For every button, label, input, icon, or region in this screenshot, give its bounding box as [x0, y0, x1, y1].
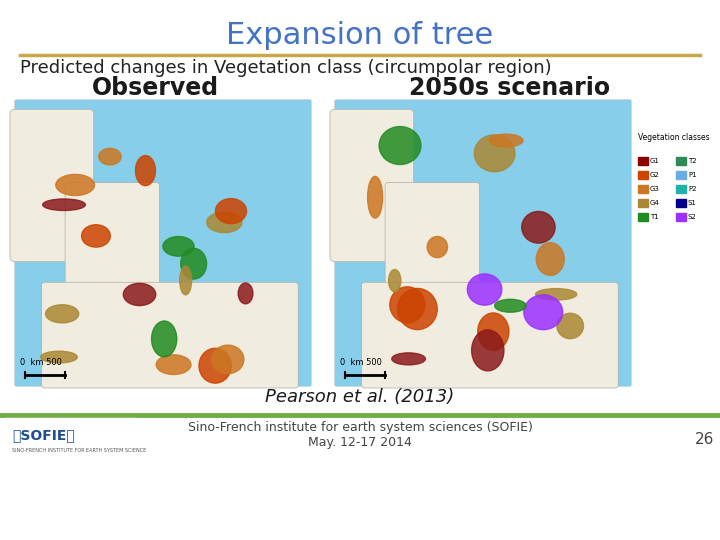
- Ellipse shape: [215, 199, 246, 224]
- Text: S2: S2: [688, 214, 697, 220]
- Ellipse shape: [495, 299, 526, 312]
- Ellipse shape: [181, 248, 207, 279]
- Bar: [335, 100, 630, 385]
- FancyBboxPatch shape: [65, 183, 160, 317]
- Ellipse shape: [477, 313, 509, 350]
- Text: 0  km 500: 0 km 500: [20, 358, 62, 367]
- Text: P2: P2: [688, 186, 696, 192]
- Text: Predicted changes in Vegetation class (circumpolar region): Predicted changes in Vegetation class (c…: [20, 59, 552, 77]
- Ellipse shape: [56, 174, 94, 195]
- FancyBboxPatch shape: [15, 100, 310, 385]
- Text: Expansion of tree: Expansion of tree: [226, 21, 494, 50]
- Ellipse shape: [389, 269, 401, 292]
- FancyBboxPatch shape: [330, 109, 414, 262]
- Ellipse shape: [536, 242, 564, 275]
- Ellipse shape: [45, 305, 78, 323]
- Text: G2: G2: [650, 172, 660, 178]
- Ellipse shape: [397, 288, 437, 329]
- Bar: [676, 157, 686, 165]
- Ellipse shape: [467, 274, 502, 305]
- Text: G4: G4: [650, 200, 660, 206]
- Ellipse shape: [156, 355, 191, 375]
- Bar: [638, 171, 648, 179]
- Text: Pearson et al. (2013): Pearson et al. (2013): [266, 388, 454, 406]
- Ellipse shape: [368, 177, 382, 218]
- Ellipse shape: [41, 351, 77, 363]
- Ellipse shape: [81, 225, 110, 247]
- Ellipse shape: [163, 237, 194, 256]
- Text: 26: 26: [696, 431, 715, 447]
- Text: Sino-French institute for earth system sciences (SOFIE)
May. 12-17 2014: Sino-French institute for earth system s…: [188, 421, 532, 449]
- Text: Vegetation classes: Vegetation classes: [638, 133, 710, 142]
- Text: S1: S1: [688, 200, 697, 206]
- FancyBboxPatch shape: [42, 282, 298, 388]
- FancyBboxPatch shape: [10, 109, 94, 262]
- Text: 0  km 500: 0 km 500: [340, 358, 382, 367]
- Ellipse shape: [135, 156, 156, 186]
- Ellipse shape: [379, 126, 421, 165]
- Text: T1: T1: [650, 214, 659, 220]
- Text: T2: T2: [688, 158, 697, 164]
- Text: Observed: Observed: [91, 76, 219, 100]
- Ellipse shape: [199, 348, 231, 383]
- Ellipse shape: [42, 199, 86, 211]
- Ellipse shape: [151, 321, 177, 357]
- Ellipse shape: [123, 284, 156, 306]
- Ellipse shape: [522, 212, 555, 243]
- FancyBboxPatch shape: [385, 183, 480, 317]
- Bar: [638, 213, 648, 221]
- Ellipse shape: [427, 237, 448, 258]
- FancyBboxPatch shape: [361, 282, 618, 388]
- Bar: [5, 418, 135, 460]
- Bar: [676, 213, 686, 221]
- Ellipse shape: [474, 135, 515, 172]
- Text: 🌟SOFIE🦁: 🌟SOFIE🦁: [12, 428, 75, 442]
- Text: G3: G3: [650, 186, 660, 192]
- Ellipse shape: [472, 330, 504, 371]
- Ellipse shape: [390, 287, 425, 323]
- Ellipse shape: [207, 212, 242, 233]
- Ellipse shape: [536, 288, 577, 300]
- Bar: [638, 199, 648, 207]
- Ellipse shape: [180, 266, 192, 295]
- Bar: [638, 157, 648, 165]
- Bar: [15, 100, 310, 385]
- Text: SINO-FRENCH INSTITUTE FOR EARTH SYSTEM SCIENCE: SINO-FRENCH INSTITUTE FOR EARTH SYSTEM S…: [12, 448, 146, 453]
- Text: G1: G1: [650, 158, 660, 164]
- Ellipse shape: [212, 345, 244, 374]
- FancyBboxPatch shape: [335, 100, 630, 385]
- Ellipse shape: [557, 313, 583, 339]
- Bar: [676, 171, 686, 179]
- Bar: [676, 199, 686, 207]
- Bar: [638, 185, 648, 193]
- Ellipse shape: [238, 283, 253, 304]
- Ellipse shape: [99, 148, 121, 165]
- Text: P1: P1: [688, 172, 697, 178]
- Ellipse shape: [392, 353, 426, 365]
- Bar: [676, 185, 686, 193]
- Ellipse shape: [524, 295, 563, 329]
- Text: 2050s scenario: 2050s scenario: [410, 76, 611, 100]
- Ellipse shape: [490, 134, 523, 147]
